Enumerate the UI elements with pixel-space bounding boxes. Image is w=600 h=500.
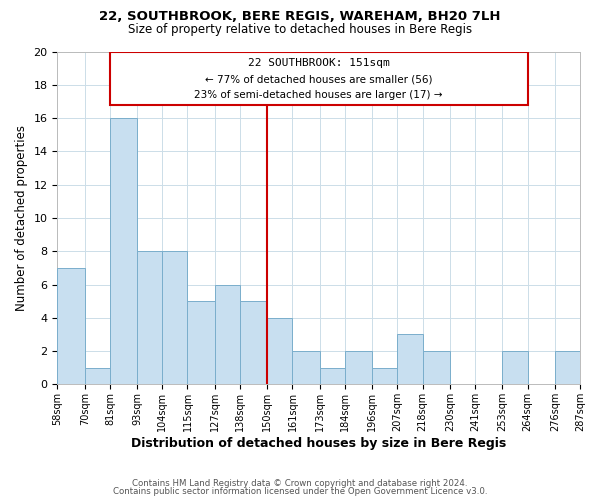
X-axis label: Distribution of detached houses by size in Bere Regis: Distribution of detached houses by size …: [131, 437, 506, 450]
Text: ← 77% of detached houses are smaller (56): ← 77% of detached houses are smaller (56…: [205, 75, 433, 85]
Bar: [373, 368, 397, 384]
Bar: [502, 351, 527, 384]
Bar: [292, 351, 320, 384]
Bar: [215, 284, 240, 384]
Text: 22 SOUTHBROOK: 151sqm: 22 SOUTHBROOK: 151sqm: [248, 58, 389, 68]
Bar: [58, 268, 85, 384]
Bar: [397, 334, 422, 384]
Bar: [268, 318, 292, 384]
Text: 23% of semi-detached houses are larger (17) →: 23% of semi-detached houses are larger (…: [194, 90, 443, 100]
Y-axis label: Number of detached properties: Number of detached properties: [15, 125, 28, 311]
Bar: [85, 368, 110, 384]
Bar: [110, 118, 137, 384]
Bar: [163, 252, 187, 384]
Bar: [240, 301, 268, 384]
Bar: [187, 301, 215, 384]
Bar: [320, 368, 345, 384]
Bar: [422, 351, 450, 384]
Text: Contains public sector information licensed under the Open Government Licence v3: Contains public sector information licen…: [113, 487, 487, 496]
Bar: [555, 351, 580, 384]
FancyBboxPatch shape: [110, 52, 527, 105]
Text: Size of property relative to detached houses in Bere Regis: Size of property relative to detached ho…: [128, 22, 472, 36]
Text: 22, SOUTHBROOK, BERE REGIS, WAREHAM, BH20 7LH: 22, SOUTHBROOK, BERE REGIS, WAREHAM, BH2…: [99, 10, 501, 23]
Bar: [137, 252, 163, 384]
Bar: [345, 351, 373, 384]
Text: Contains HM Land Registry data © Crown copyright and database right 2024.: Contains HM Land Registry data © Crown c…: [132, 478, 468, 488]
